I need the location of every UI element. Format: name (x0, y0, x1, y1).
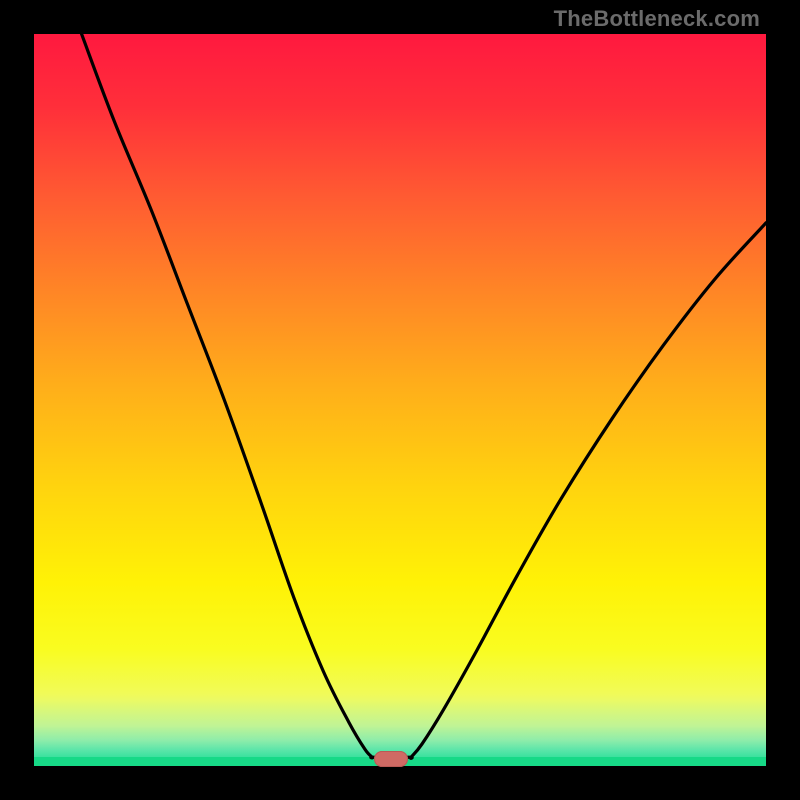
bottleneck-curve (34, 34, 766, 766)
optimal-marker (374, 751, 408, 767)
watermark-text: TheBottleneck.com (554, 6, 760, 32)
plot-area (34, 34, 766, 766)
